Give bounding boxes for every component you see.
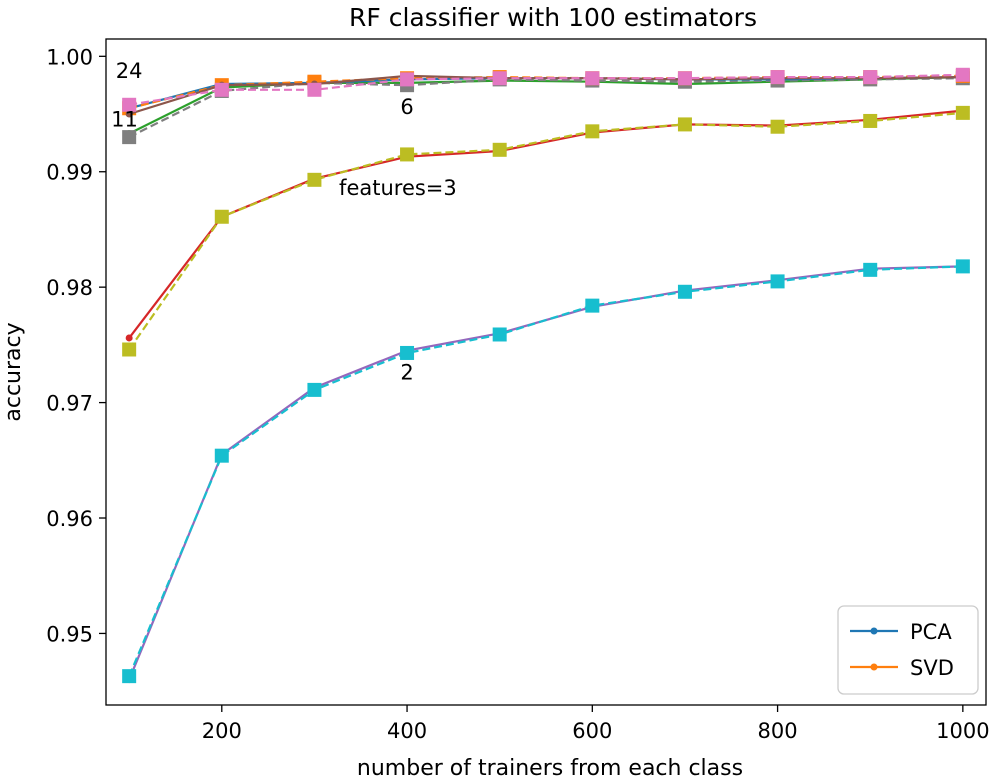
point-svd-features-3: [863, 113, 878, 128]
point-svd-features-2: [770, 274, 785, 289]
point-svd-features-2: [307, 382, 322, 397]
x-tick-label: 200: [202, 719, 242, 743]
point-svd-features-11: [307, 82, 322, 97]
point-svd-features-11: [492, 71, 507, 86]
x-tick-label: 1000: [936, 719, 989, 743]
point-svd-features-11: [214, 82, 229, 97]
point-svd-features-3: [400, 147, 415, 162]
legend-svd-label: SVD: [910, 656, 954, 680]
point-svd-features-3: [955, 105, 970, 120]
point-svd-features-2: [863, 262, 878, 277]
annotation-2: 2: [400, 361, 413, 385]
legend-svd-marker: [870, 663, 878, 671]
point-svd-features-3: [214, 209, 229, 224]
series-line-svd-features-6: [128, 77, 963, 139]
x-tick-label: 400: [387, 719, 427, 743]
point-svd-features-3: [770, 119, 785, 134]
legend-pca-marker: [870, 627, 878, 635]
point-svd-features-2: [214, 448, 229, 463]
point-svd-features-11: [585, 71, 600, 86]
series-svd-features-2: [122, 259, 970, 684]
point-svd-features-3: [492, 142, 507, 157]
x-axis: 200 400 600 800 1000: [202, 705, 990, 743]
point-svd-features-3: [585, 124, 600, 139]
y-tick-label: 1.00: [46, 45, 93, 69]
y-axis-label: accuracy: [1, 322, 26, 421]
annotation-6: 6: [400, 95, 413, 119]
x-tick-label: 600: [572, 719, 612, 743]
y-tick-label: 0.96: [46, 507, 93, 531]
y-tick-label: 0.95: [46, 622, 93, 646]
annotation-11: 11: [111, 108, 138, 132]
chart-title: RF classifier with 100 estimators: [349, 3, 757, 32]
x-tick-label: 800: [758, 719, 798, 743]
series-line-svd-features-2: [128, 265, 963, 677]
legend-box: [837, 605, 979, 695]
point-svd-features-3: [122, 342, 137, 357]
point-svd-features-2: [677, 284, 692, 299]
point-svd-features-2: [492, 327, 507, 342]
point-svd-features-3: [677, 117, 692, 132]
point-svd-features-3: [307, 172, 322, 187]
point-svd-features-11: [863, 70, 878, 85]
series-line-svd-features-11: [129, 73, 963, 106]
point-svd-features-2: [122, 669, 137, 684]
legend: PCA SVD: [837, 605, 979, 695]
y-axis: 0.95 0.96 0.97 0.98 0.99 1.00: [46, 45, 106, 646]
point-svd-features-6: [122, 130, 137, 145]
point-svd-features-11: [400, 72, 415, 87]
annotations: 24 11 6 features=3 2: [111, 59, 457, 384]
point-svd-features-2: [400, 345, 415, 360]
plot-frame: [105, 38, 987, 706]
point-pca-features-11: [125, 110, 133, 118]
annotation-24: 24: [116, 59, 143, 83]
x-axis-label: number of trainers from each class: [357, 756, 743, 778]
series-svd-features-11: [122, 67, 970, 112]
point-svd-features-2: [585, 298, 600, 313]
point-svd-features-11: [955, 67, 970, 82]
y-tick-label: 0.98: [46, 276, 93, 300]
series-svd-features-3: [122, 105, 970, 357]
point-svd-features-2: [955, 259, 970, 274]
series-line-svd-features-3: [128, 111, 963, 351]
point-svd-features-11: [122, 97, 137, 112]
y-tick-label: 0.99: [46, 161, 93, 185]
point-pca-features-3: [125, 334, 133, 342]
legend-pca-label: PCA: [910, 620, 952, 644]
point-svd-features-11: [677, 71, 692, 86]
point-svd-features-11: [770, 70, 785, 85]
y-tick-label: 0.97: [46, 392, 93, 416]
annotation-features-3: features=3: [339, 176, 457, 200]
plot-area: [122, 67, 970, 684]
